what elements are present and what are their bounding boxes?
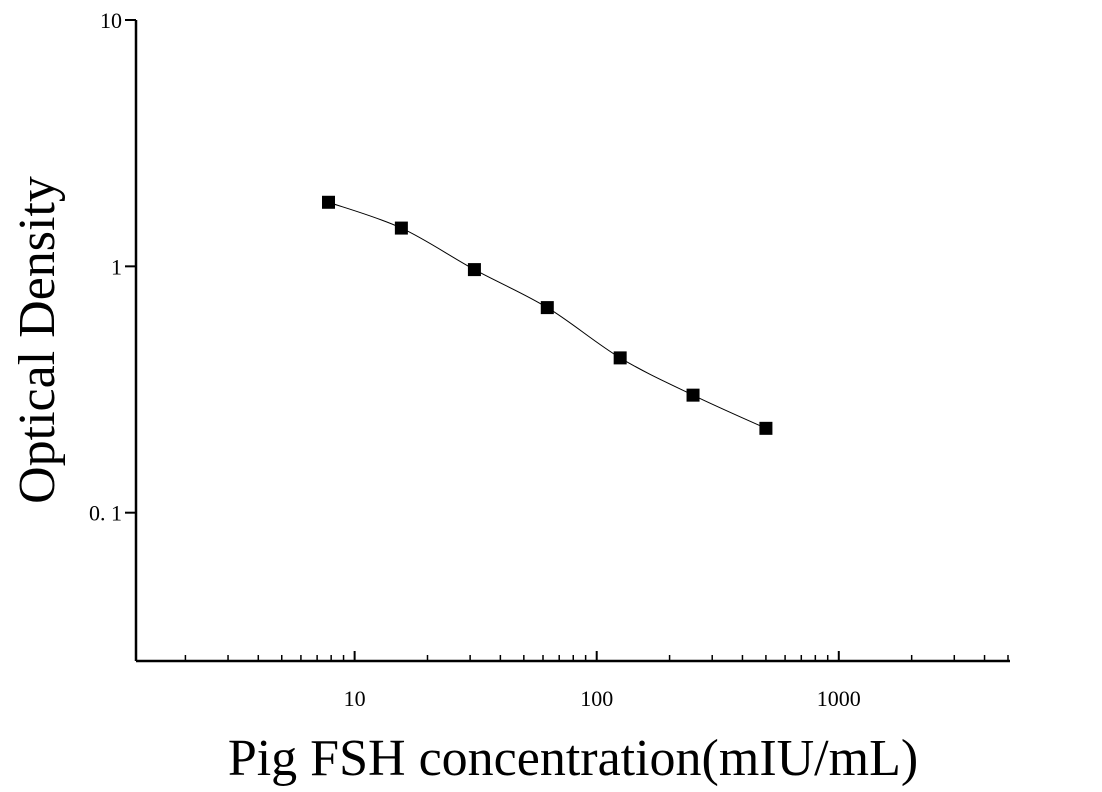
data-point	[759, 421, 773, 435]
x-tick-label: 100	[580, 686, 613, 711]
fit-curve	[328, 201, 767, 429]
x-tick-label: 1000	[817, 686, 861, 711]
data-point	[686, 388, 700, 402]
y-tick-label: 0. 1	[89, 501, 122, 526]
y-axis-label: Optical Density	[9, 176, 66, 504]
x-axis-label: Pig FSH concentration(mIU/mL)	[228, 730, 918, 787]
data-point	[467, 263, 481, 277]
data-point	[540, 301, 554, 315]
y-tick-label: 10	[100, 8, 122, 33]
y-tick-label: 1	[111, 254, 122, 279]
data-point	[322, 195, 336, 209]
data-point	[613, 351, 627, 365]
x-tick-label: 10	[344, 686, 366, 711]
data-point	[394, 221, 408, 235]
